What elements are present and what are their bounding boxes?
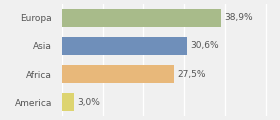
Text: 27,5%: 27,5% — [178, 70, 206, 79]
Text: 30,6%: 30,6% — [190, 41, 219, 50]
Bar — [62, 37, 187, 55]
Bar — [62, 93, 74, 111]
Bar — [62, 9, 221, 27]
Text: 38,9%: 38,9% — [224, 13, 253, 22]
Bar — [62, 65, 174, 83]
Text: 3,0%: 3,0% — [77, 98, 100, 107]
